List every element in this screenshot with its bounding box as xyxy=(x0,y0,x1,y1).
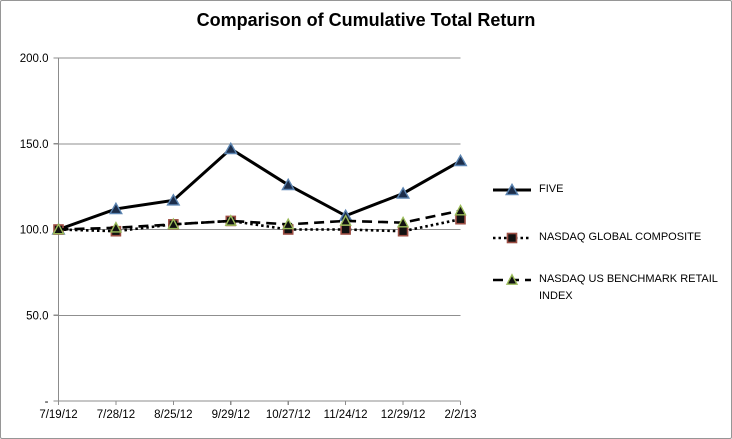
marker xyxy=(282,217,295,230)
marker xyxy=(167,217,180,230)
legend-label-nasdaq-us-benchmark-retail-index: NASDAQ US BENCHMARK RETAIL INDEX xyxy=(539,273,718,302)
nasdaq-us-benchmark-retail-index-legend-marker-icon xyxy=(493,273,531,285)
x-tick-label: 2/2/13 xyxy=(445,409,477,421)
series-NASDAQ US BENCHMARK RETAIL INDEX xyxy=(52,203,467,235)
series-line-NASDAQ US BENCHMARK RETAIL INDEX xyxy=(58,209,461,231)
x-tick-label: 7/19/12 xyxy=(39,409,77,421)
marker xyxy=(52,222,65,235)
y-tick-label: 100.0 xyxy=(20,225,49,237)
marker xyxy=(396,186,411,199)
marker xyxy=(108,201,123,215)
marker xyxy=(505,273,519,285)
series-line-FIVE xyxy=(57,147,462,231)
x-tick-label: 7/28/12 xyxy=(97,409,135,421)
marker xyxy=(339,214,352,226)
x-tick-label: 11/24/12 xyxy=(324,409,368,421)
y-tick-label: - xyxy=(45,396,49,408)
five-series-legend-marker-icon xyxy=(493,183,531,196)
y-tick-label: 150.0 xyxy=(20,139,49,151)
legend-label-nasdaq-global-composite: NASDAQ GLOBAL COMPOSITE xyxy=(539,231,702,243)
x-tick-label: 8/25/12 xyxy=(154,409,192,421)
marker xyxy=(281,177,296,191)
x-tick-label: 10/27/12 xyxy=(266,409,311,421)
x-tick-label: 12/29/12 xyxy=(381,409,426,421)
chart-title: Comparison of Cumulative Total Return xyxy=(196,10,536,30)
legend: FIVE NASDAQ GLOBAL COMPOSITE NASDAQ US B… xyxy=(493,181,731,305)
legend-label-five: FIVE xyxy=(539,183,564,195)
marker xyxy=(166,193,181,206)
marker xyxy=(340,224,351,235)
marker xyxy=(396,215,410,228)
legend-item-nasdaq-us-benchmark-retail-index: NASDAQ US BENCHMARK RETAIL INDEX xyxy=(493,271,731,305)
marker xyxy=(109,221,123,233)
marker xyxy=(504,183,520,196)
marker xyxy=(454,203,467,216)
legend-item-five: FIVE xyxy=(493,181,731,198)
marker xyxy=(453,153,468,167)
nasdaq-global-composite-legend-marker-icon xyxy=(493,232,531,244)
marker xyxy=(224,214,237,226)
x-tick-label: 9/29/12 xyxy=(212,409,250,421)
y-tick-label: 50.0 xyxy=(26,310,48,322)
marker xyxy=(223,141,238,155)
marker xyxy=(455,213,466,225)
legend-item-nasdaq-global-composite: NASDAQ GLOBAL COMPOSITE xyxy=(493,229,731,246)
marker xyxy=(397,225,409,237)
marker xyxy=(506,232,518,244)
y-tick-label: 200.0 xyxy=(20,53,49,65)
series-line-NASDAQ GLOBAL COMPOSITE xyxy=(58,217,461,233)
